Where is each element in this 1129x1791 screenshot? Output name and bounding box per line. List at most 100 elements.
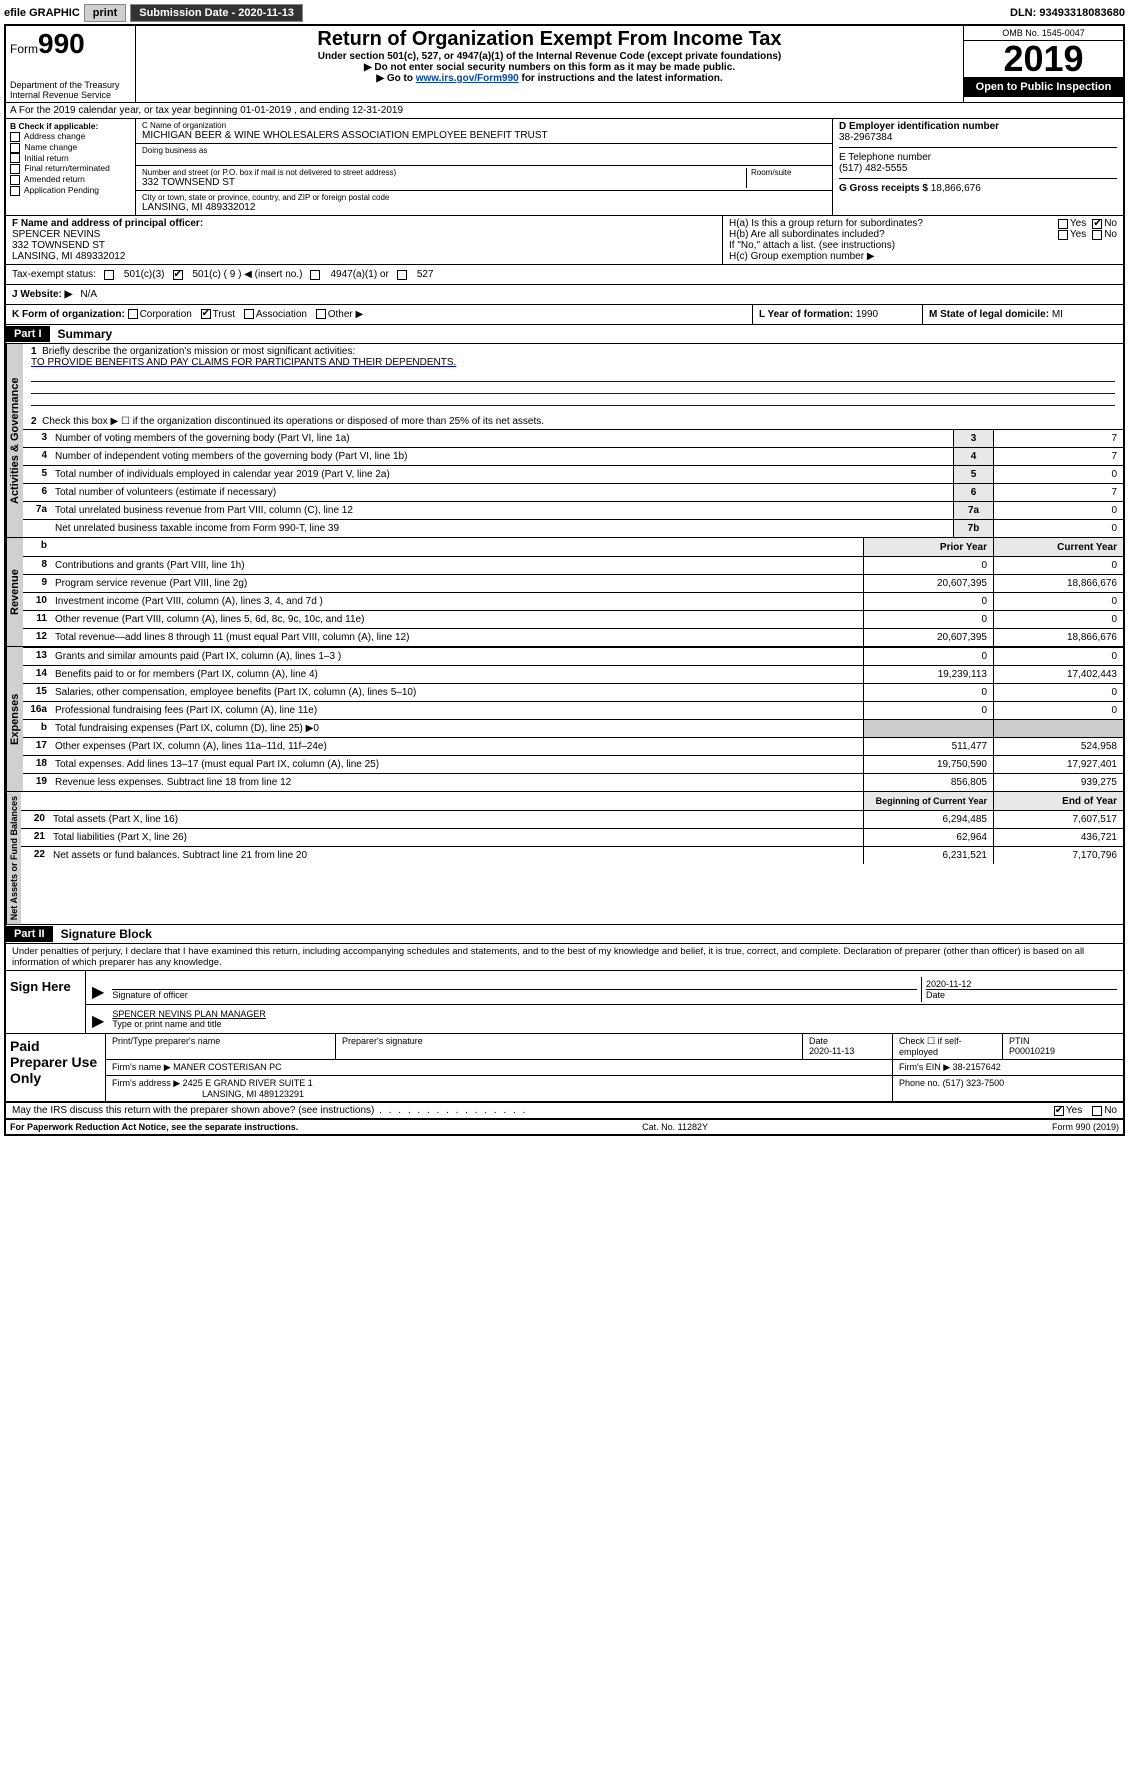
section-governance: Activities & Governance 1 Briefly descri… (6, 344, 1123, 538)
data-line: 21Total liabilities (Part X, line 26)62,… (21, 828, 1123, 846)
form-header: Form990 Department of the Treasury Inter… (6, 26, 1123, 103)
open-public-badge: Open to Public Inspection (964, 77, 1123, 97)
form-container: Form990 Department of the Treasury Inter… (4, 24, 1125, 1136)
line-num: 13 (23, 648, 51, 665)
sign-section: Sign Here ▶ Signature of officer 2020-11… (6, 971, 1123, 1034)
line-current: 524,958 (993, 738, 1123, 755)
line-prior: 6,231,521 (863, 847, 993, 864)
k-label: K Form of organization: (12, 309, 125, 320)
line-num: 11 (23, 611, 51, 628)
hb-yes-checkbox[interactable] (1058, 230, 1068, 240)
form-subtitle-2: ▶ Do not enter social security numbers o… (144, 62, 955, 73)
data-line: 20Total assets (Part X, line 16)6,294,48… (21, 810, 1123, 828)
irs-link[interactable]: www.irs.gov/Form990 (416, 73, 519, 84)
m-label: M State of legal domicile: (929, 309, 1049, 320)
4947-checkbox[interactable] (310, 270, 320, 280)
paid-preparer-section: Paid Preparer Use Only Print/Type prepar… (6, 1034, 1123, 1103)
sign-name-label: Type or print name and title (112, 1019, 1117, 1029)
phone-label: Phone no. (899, 1078, 940, 1088)
submission-date-button[interactable]: Submission Date - 2020-11-13 (130, 4, 303, 22)
line-current: 18,866,676 (993, 629, 1123, 646)
sign-name-value: SPENCER NEVINS PLAN MANAGER (112, 1009, 1117, 1019)
row-klm: K Form of organization: Corporation Trus… (6, 305, 1123, 325)
f-addr1: 332 TOWNSEND ST (12, 240, 716, 251)
line-text: Total revenue—add lines 8 through 11 (mu… (51, 629, 863, 646)
line-prior (863, 720, 993, 737)
data-line: 18Total expenses. Add lines 13–17 (must … (23, 755, 1123, 773)
l-label: L Year of formation: (759, 309, 853, 320)
b-opt-checkbox[interactable] (10, 175, 20, 185)
trust-checkbox[interactable] (201, 309, 211, 319)
ha-no-checkbox[interactable] (1092, 219, 1102, 229)
form-label: Form (10, 42, 38, 56)
col-current-header: Current Year (993, 538, 1123, 556)
527-checkbox[interactable] (397, 270, 407, 280)
sig-officer-label: Signature of officer (112, 989, 917, 1000)
b-opt-checkbox[interactable] (10, 143, 20, 153)
footer-row: For Paperwork Reduction Act Notice, see … (6, 1120, 1123, 1134)
top-bar: efile GRAPHIC print Submission Date - 20… (4, 4, 1125, 22)
d-value: 38-2967384 (839, 132, 1117, 143)
line-current: 0 (993, 702, 1123, 719)
line-label: 7a (953, 502, 993, 519)
other-checkbox[interactable] (316, 309, 326, 319)
f-addr2: LANSING, MI 489332012 (12, 251, 716, 262)
col-h: H(a) Is this a group return for subordin… (723, 216, 1123, 264)
line-text: Grants and similar amounts paid (Part IX… (51, 648, 863, 665)
line-label: 7b (953, 520, 993, 537)
footer-mid: Cat. No. 11282Y (642, 1122, 708, 1132)
line-current: 436,721 (993, 829, 1123, 846)
print-button[interactable]: print (84, 4, 126, 22)
b-opt-checkbox[interactable] (10, 164, 20, 174)
line-current: 17,402,443 (993, 666, 1123, 683)
line-text: Net unrelated business taxable income fr… (51, 520, 953, 537)
line-prior: 0 (863, 648, 993, 665)
data-line: bTotal fundraising expenses (Part IX, co… (23, 719, 1123, 737)
c-other-checkbox[interactable] (173, 270, 183, 280)
line-num: 22 (21, 847, 49, 864)
sign-date-value: 2020-11-12 (926, 979, 1117, 989)
vtab-net: Net Assets or Fund Balances (6, 792, 21, 924)
line-prior: 19,239,113 (863, 666, 993, 683)
c3-checkbox[interactable] (104, 270, 114, 280)
b-opt-checkbox[interactable] (10, 153, 20, 163)
b-label: B Check if applicable: (10, 121, 131, 131)
assoc-checkbox[interactable] (244, 309, 254, 319)
gov-line: 4Number of independent voting members of… (23, 447, 1123, 465)
corp-checkbox[interactable] (128, 309, 138, 319)
e-label: E Telephone number (839, 152, 1117, 163)
sign-here-label: Sign Here (6, 971, 86, 1033)
phone-value: (517) 323-7500 (943, 1078, 1005, 1088)
firm-ein-value: 38-2157642 (953, 1062, 1001, 1072)
line-prior: 0 (863, 593, 993, 610)
section-revenue: Revenue b Prior Year Current Year 8Contr… (6, 538, 1123, 647)
b-option: Initial return (10, 153, 131, 164)
line-text: Number of voting members of the governin… (51, 430, 953, 447)
line-text: Other expenses (Part IX, column (A), lin… (51, 738, 863, 755)
part1-badge: Part I (6, 326, 50, 342)
discuss-no-checkbox[interactable] (1092, 1106, 1102, 1116)
line-current: 0 (993, 593, 1123, 610)
ptin-header: PTIN (1009, 1036, 1030, 1046)
line-current: 7,607,517 (993, 811, 1123, 828)
part2-header-row: Part II Signature Block (6, 925, 1123, 944)
firm-addr-label: Firm's address ▶ (112, 1078, 180, 1088)
line-text: Program service revenue (Part VIII, line… (51, 575, 863, 592)
discuss-yes-checkbox[interactable] (1054, 1106, 1064, 1116)
hb-no-checkbox[interactable] (1092, 230, 1102, 240)
b-opt-checkbox[interactable] (10, 186, 20, 196)
line-value: 0 (993, 466, 1123, 483)
data-line: 12Total revenue—add lines 8 through 11 (… (23, 628, 1123, 646)
footer-left: For Paperwork Reduction Act Notice, see … (10, 1122, 298, 1132)
ha-yes-checkbox[interactable] (1058, 219, 1068, 229)
data-line: 15Salaries, other compensation, employee… (23, 683, 1123, 701)
dln-label: DLN: 93493318083680 (1010, 7, 1125, 19)
line-num: b (23, 720, 51, 737)
b-opt-checkbox[interactable] (10, 132, 20, 142)
b-option: Final return/terminated (10, 163, 131, 174)
line-current: 0 (993, 684, 1123, 701)
header-center: Return of Organization Exempt From Incom… (136, 26, 963, 102)
sign-date-label: Date (926, 989, 1117, 1000)
data-line: 16aProfessional fundraising fees (Part I… (23, 701, 1123, 719)
form-subtitle-3: ▶ Go to www.irs.gov/Form990 for instruct… (144, 73, 955, 84)
